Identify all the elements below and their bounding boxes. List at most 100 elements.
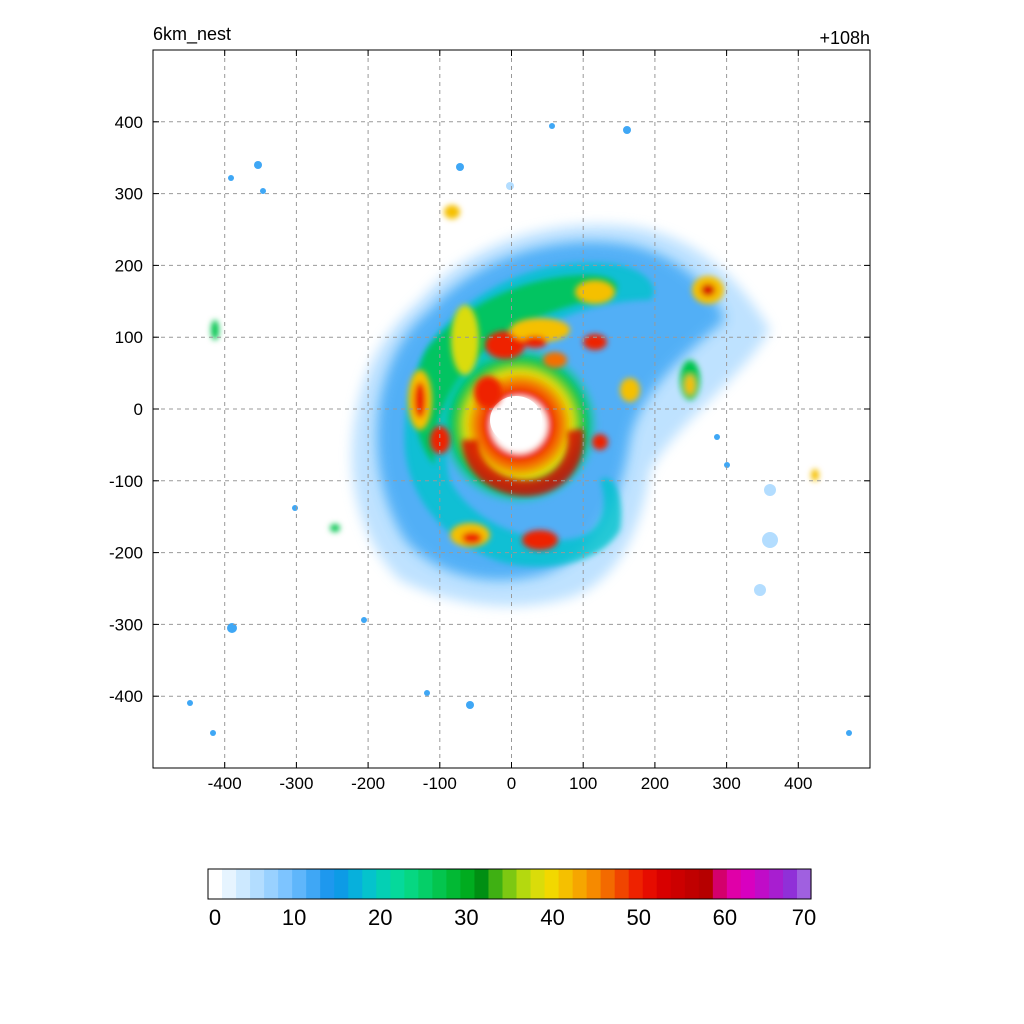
colorbar-swatch: [586, 869, 602, 899]
cell: [543, 352, 567, 368]
colorbar-swatch: [376, 869, 391, 899]
colorbar-tick-label: 50: [626, 905, 650, 930]
colorbar-swatch: [488, 869, 504, 899]
cell: [701, 284, 715, 296]
colorbar-swatch: [656, 869, 672, 899]
colorbar-swatch: [530, 869, 546, 899]
colorbar-swatch: [712, 869, 728, 899]
colorbar-tick-label: 10: [282, 905, 306, 930]
cell: [592, 434, 608, 450]
x-tick-label: -300: [279, 774, 313, 793]
colorbar-swatch: [754, 869, 770, 899]
cell: [523, 336, 547, 348]
y-tick-label: 100: [115, 328, 143, 347]
colorbar-tick-label: 20: [368, 905, 392, 930]
cell: [620, 378, 640, 402]
colorbar-swatch: [726, 869, 742, 899]
precip-field: [187, 123, 852, 736]
cell: [430, 426, 450, 454]
colorbar-swatch: [768, 869, 784, 899]
colorbar-swatch: [432, 869, 447, 899]
cell: [583, 334, 607, 350]
y-axis: 400 300 200 100 0 -100 -200 -300 -400: [109, 113, 870, 706]
y-tick-label: -300: [109, 615, 143, 634]
colorbar-swatch: [544, 869, 560, 899]
y-tick-label: 400: [115, 113, 143, 132]
x-axis: -400 -300 -200 -100 0 100 200 300 400: [208, 50, 812, 793]
convective-cells: [211, 205, 819, 550]
colorbar-tick-label: 0: [209, 905, 221, 930]
x-tick-label: 200: [641, 774, 669, 793]
x-tick-label: -400: [208, 774, 242, 793]
x-tick-label: 300: [712, 774, 740, 793]
colorbar-swatch: [292, 869, 307, 899]
colorbar-swatch: [446, 869, 462, 899]
colorbar-swatch: [404, 869, 419, 899]
cell: [474, 376, 502, 408]
cell: [522, 530, 558, 550]
colorbar: 0 10 20 30 40 50 60 70: [207, 868, 816, 930]
colorbar-swatch: [390, 869, 405, 899]
colorbar-swatch: [278, 869, 293, 899]
colorbar-swatch: [558, 869, 574, 899]
y-tick-label: -100: [109, 472, 143, 491]
x-tick-label: 100: [569, 774, 597, 793]
colorbar-swatch: [698, 869, 714, 899]
colorbar-frame: [207, 868, 812, 900]
cell: [485, 331, 525, 359]
colorbar-tick-label: 70: [792, 905, 816, 930]
colorbar-swatch: [796, 869, 812, 899]
colorbar-swatch: [250, 869, 265, 899]
colorbar-swatch: [306, 869, 321, 899]
eye: [490, 396, 542, 444]
colorbar-tick-label: 30: [454, 905, 478, 930]
cell: [451, 305, 479, 375]
colorbar-swatch: [670, 869, 686, 899]
colorbar-swatch: [684, 869, 700, 899]
forecast-hour-label: +108h: [819, 28, 870, 48]
colorbar-swatch: [642, 869, 658, 899]
colorbar-swatch: [334, 869, 349, 899]
x-tick-label: -100: [423, 774, 457, 793]
colorbar-swatch: [572, 869, 588, 899]
colorbar-swatch: [264, 869, 279, 899]
colorbar-swatch: [222, 869, 237, 899]
x-tick-label: -200: [351, 774, 385, 793]
x-tick-label: 0: [507, 774, 516, 793]
colorbar-swatch: [474, 869, 490, 899]
cell: [462, 532, 482, 544]
y-tick-label: -400: [109, 687, 143, 706]
colorbar-swatch: [502, 869, 518, 899]
scattered-specks: [187, 123, 852, 736]
colorbar-swatch: [516, 869, 532, 899]
eyewall-red-arc: [462, 428, 584, 497]
colorbar-swatch: [740, 869, 756, 899]
y-tick-label: -200: [109, 544, 143, 563]
cell: [330, 524, 340, 532]
cell: [811, 469, 819, 481]
colorbar-swatch: [460, 869, 476, 899]
colorbar-swatch: [614, 869, 630, 899]
colorbar-swatch: [628, 869, 644, 899]
y-tick-label: 200: [115, 256, 143, 275]
cell: [685, 375, 695, 395]
cell: [575, 280, 615, 304]
colorbar-tick-label: 60: [713, 905, 737, 930]
cell: [211, 320, 219, 340]
y-tick-label: 0: [134, 400, 143, 419]
cell: [444, 205, 460, 219]
chart-title: 6km_nest: [153, 24, 231, 45]
colorbar-swatch: [362, 869, 377, 899]
colorbar-tick-label: 40: [540, 905, 564, 930]
colorbar-swatch: [418, 869, 433, 899]
colorbar-swatch: [600, 869, 616, 899]
colorbar-swatch: [208, 869, 223, 899]
colorbar-swatch: [236, 869, 251, 899]
cell: [414, 382, 426, 418]
colorbar-swatch: [348, 869, 363, 899]
cell: [510, 318, 570, 342]
colorbar-swatch: [320, 869, 335, 899]
x-tick-label: 400: [784, 774, 812, 793]
y-tick-label: 300: [115, 185, 143, 204]
